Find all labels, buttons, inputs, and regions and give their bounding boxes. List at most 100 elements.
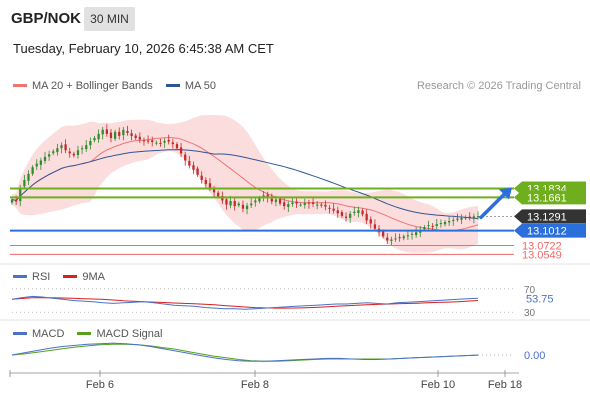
candle <box>245 205 249 210</box>
rsi-level-label: 70 <box>524 285 536 296</box>
candle <box>31 167 34 174</box>
candle <box>278 199 282 204</box>
legend-item-rsi: RSI <box>13 271 50 283</box>
candle <box>101 129 104 135</box>
macd-line <box>11 342 479 362</box>
candle <box>76 150 80 155</box>
candle <box>349 213 352 218</box>
projection-arrow-shaft <box>479 189 509 220</box>
level-tag-resistance <box>514 190 586 205</box>
candle <box>316 204 319 206</box>
candle <box>113 131 117 139</box>
candle <box>456 218 459 220</box>
legend-swatch-macd <box>13 331 27 335</box>
x-tick-label: Feb 6 <box>86 379 114 391</box>
chart-header: GBP/NOK 30 MIN <box>0 0 590 36</box>
legend-item-ma20: MA 20 + Bollinger Bands <box>13 80 153 92</box>
candle <box>39 160 43 165</box>
candle <box>357 210 360 214</box>
candle <box>237 203 240 206</box>
candle <box>225 199 228 205</box>
symbol-title: GBP/NOK <box>11 10 82 27</box>
macd-zero-label: 0.00 <box>524 350 545 362</box>
candle <box>47 154 51 157</box>
candle <box>208 183 212 189</box>
candle <box>435 224 438 227</box>
x-tick-label: Feb 8 <box>241 379 269 391</box>
candle <box>122 129 125 136</box>
candle <box>93 137 96 141</box>
credit-text: Research © 2026 Trading Central <box>416 80 581 92</box>
candle <box>431 225 434 227</box>
candle <box>138 136 141 140</box>
candle <box>340 212 344 216</box>
candle <box>344 216 348 218</box>
candle <box>196 168 199 175</box>
last-price-tag <box>514 209 586 224</box>
candle <box>85 145 88 150</box>
candle <box>402 236 405 239</box>
candle <box>283 202 286 207</box>
candle <box>68 151 71 154</box>
rsi-line <box>11 295 479 310</box>
rsi-9ma-line <box>11 297 479 309</box>
candle <box>43 156 47 161</box>
legend-label-ma50: MA 50 <box>184 80 217 92</box>
candle <box>241 204 245 209</box>
candle <box>311 202 315 205</box>
candle <box>332 208 335 211</box>
candle <box>274 199 278 202</box>
candle <box>460 217 463 220</box>
timestamp: Tuesday, February 10, 2026 6:45:38 AM CE… <box>13 41 274 56</box>
x-tick-label: Feb 10 <box>421 379 455 391</box>
candle <box>250 203 253 206</box>
candle <box>72 153 75 156</box>
candle <box>464 217 467 219</box>
candle <box>56 148 59 153</box>
x-tick-label: Feb 18 <box>488 379 522 391</box>
candle <box>146 140 150 142</box>
candle <box>19 187 22 202</box>
candle <box>204 180 207 185</box>
candle <box>14 199 18 202</box>
candle <box>27 173 30 181</box>
candle <box>134 135 137 138</box>
macd-signal-line <box>11 343 479 362</box>
timeframe-badge[interactable]: 30 MIN <box>84 7 135 31</box>
legend-label-ma20: MA 20 + Bollinger Bands <box>32 80 153 92</box>
candle <box>336 210 339 214</box>
main-legend: MA 20 + Bollinger Bands MA 50 <box>13 80 226 92</box>
rsi-legend: RSI 9MA <box>13 271 115 283</box>
candle <box>307 202 311 204</box>
candle <box>390 239 393 241</box>
candle <box>452 219 455 221</box>
level-label-support: 13.0549 <box>522 249 562 261</box>
candle <box>447 221 451 223</box>
legend-label-macd: MACD <box>32 328 65 340</box>
candle <box>167 139 170 142</box>
candle <box>130 133 133 136</box>
candle <box>295 201 298 204</box>
candle <box>287 204 290 207</box>
candle <box>35 163 38 167</box>
candle <box>254 200 257 203</box>
candle <box>423 227 426 230</box>
level-label-resistance: 13.1661 <box>527 192 567 204</box>
candle <box>410 233 414 235</box>
bollinger-band <box>12 115 478 253</box>
candle <box>427 225 430 227</box>
candle <box>151 140 154 143</box>
legend-item-ma50: MA 50 <box>165 80 217 92</box>
candle <box>439 223 443 225</box>
candle <box>386 237 389 241</box>
candle <box>398 237 401 239</box>
candle <box>468 216 471 218</box>
macd-legend: MACD MACD Signal <box>13 328 172 340</box>
legend-label-9ma: 9MA <box>82 271 106 283</box>
candle <box>270 198 273 202</box>
candle <box>188 160 191 166</box>
candle <box>258 197 261 202</box>
candle <box>52 151 55 154</box>
candle <box>105 129 108 134</box>
